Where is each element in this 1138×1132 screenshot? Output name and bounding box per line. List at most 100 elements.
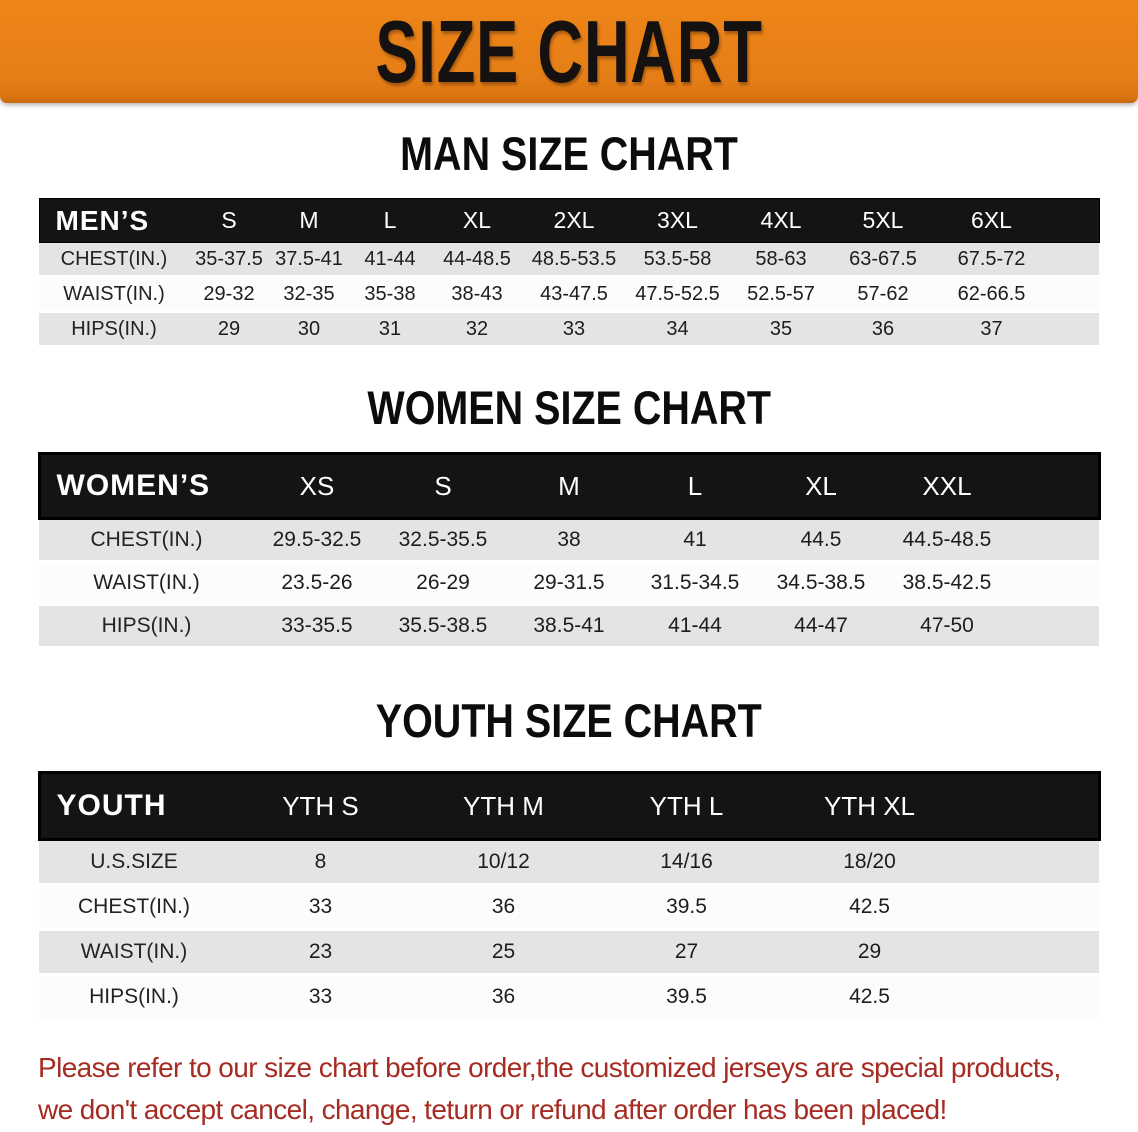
- header-filler: [961, 772, 1099, 840]
- size-column-header: S: [380, 453, 506, 519]
- size-value: 26-29: [380, 561, 506, 607]
- size-value: 23: [229, 929, 412, 977]
- table-corner-label: YOUTH: [39, 772, 229, 840]
- size-value: 31.5-34.5: [632, 561, 758, 607]
- size-value: 44-48.5: [431, 242, 523, 279]
- table-header-row: MEN’S S M L XL 2XL 3XL 4XL 5XL 6XL: [39, 198, 1099, 243]
- row-filler: [1010, 518, 1099, 564]
- size-value: 25: [412, 929, 595, 977]
- size-value: 38: [506, 518, 632, 564]
- banner-title: SIZE CHART: [375, 1, 763, 101]
- row-label: WAIST(IN.): [39, 276, 189, 314]
- size-column-header: XL: [758, 453, 884, 519]
- size-column-header: XS: [254, 453, 380, 519]
- size-value: 41: [632, 518, 758, 564]
- size-value: 62-66.5: [934, 276, 1049, 314]
- header-filler: [1010, 453, 1099, 519]
- row-filler: [1010, 561, 1099, 607]
- size-value: 41-44: [632, 604, 758, 650]
- size-value: 39.5: [595, 884, 778, 932]
- size-value: 34: [625, 311, 730, 349]
- row-filler: [1049, 311, 1099, 349]
- size-value: 34.5-38.5: [758, 561, 884, 607]
- size-value: 37.5-41: [269, 242, 349, 279]
- table-row: CHEST(IN.) 29.5-32.5 32.5-35.5 38 41 44.5 44.5…: [39, 518, 1099, 564]
- size-value: 10/12: [412, 839, 595, 887]
- row-filler: [961, 974, 1099, 1022]
- size-value: 32: [431, 311, 523, 349]
- size-value: 33: [229, 974, 412, 1022]
- table-row: WAIST(IN.) 29-32 32-35 35-38 38-43 43-47.5 47.…: [39, 276, 1099, 314]
- size-value: 33-35.5: [254, 604, 380, 650]
- size-value: 23.5-26: [254, 561, 380, 607]
- table-header-row: WOMEN’S XS S M L XL XXL: [39, 453, 1099, 519]
- row-label: CHEST(IN.): [39, 242, 189, 279]
- size-column-header: YTH M: [412, 772, 595, 840]
- size-value: 42.5: [778, 974, 961, 1022]
- table-corner-label: WOMEN’S: [39, 453, 254, 519]
- size-value: 36: [412, 974, 595, 1022]
- man-size-table: MEN’S S M L XL 2XL 3XL 4XL 5XL 6XL CHEST(IN.) 35-3…: [39, 198, 1100, 349]
- size-value: 52.5-57: [730, 276, 832, 314]
- row-filler: [1049, 242, 1099, 279]
- size-value: 47.5-52.5: [625, 276, 730, 314]
- size-column-header: XXL: [884, 453, 1010, 519]
- size-value: 38.5-41: [506, 604, 632, 650]
- order-disclaimer-note: Please refer to our size chart before or…: [38, 1047, 1138, 1130]
- size-value: 44-47: [758, 604, 884, 650]
- row-filler: [961, 929, 1099, 977]
- size-column-header: L: [632, 453, 758, 519]
- disclaimer-line-2: we don't accept cancel, change, teturn o…: [38, 1093, 947, 1125]
- size-column-header: S: [189, 198, 269, 243]
- table-row: CHEST(IN.) 35-37.5 37.5-41 41-44 44-48.5 48.5…: [39, 242, 1099, 279]
- size-value: 39.5: [595, 974, 778, 1022]
- table-corner-label: MEN’S: [39, 198, 189, 243]
- table-row: HIPS(IN.) 33 36 39.5 42.5: [39, 974, 1099, 1022]
- row-filler: [1049, 276, 1099, 314]
- row-label: HIPS(IN.): [39, 974, 229, 1022]
- size-value: 36: [412, 884, 595, 932]
- size-value: 31: [349, 311, 431, 349]
- size-value: 42.5: [778, 884, 961, 932]
- size-column-header: M: [269, 198, 349, 243]
- size-value: 58-63: [730, 242, 832, 279]
- size-column-header: XL: [431, 198, 523, 243]
- size-value: 35: [730, 311, 832, 349]
- size-value: 43-47.5: [523, 276, 625, 314]
- row-filler: [961, 884, 1099, 932]
- youth-size-table: YOUTH YTH S YTH M YTH L YTH XL U.S.SIZE 8 10/1…: [38, 771, 1101, 1022]
- size-value: 67.5-72: [934, 242, 1049, 279]
- size-value: 57-62: [832, 276, 934, 314]
- size-value: 14/16: [595, 839, 778, 887]
- size-value: 32-35: [269, 276, 349, 314]
- size-value: 53.5-58: [625, 242, 730, 279]
- size-value: 33: [229, 884, 412, 932]
- size-value: 27: [595, 929, 778, 977]
- size-column-header: 2XL: [523, 198, 625, 243]
- size-value: 29-32: [189, 276, 269, 314]
- size-value: 29: [189, 311, 269, 349]
- size-value: 37: [934, 311, 1049, 349]
- disclaimer-line-1: Please refer to our size chart before or…: [38, 1052, 1061, 1084]
- size-value: 47-50: [884, 604, 1010, 650]
- women-size-table: WOMEN’S XS S M L XL XXL CHEST(IN.) 29.5-32.5 32.…: [38, 452, 1101, 650]
- row-label: CHEST(IN.): [39, 884, 229, 932]
- size-column-header: 6XL: [934, 198, 1049, 243]
- table-row: CHEST(IN.) 33 36 39.5 42.5: [39, 884, 1099, 932]
- row-label: U.S.SIZE: [39, 839, 229, 887]
- row-label: HIPS(IN.): [39, 311, 189, 349]
- women-size-chart-title: WOMEN SIZE CHART: [367, 381, 771, 435]
- row-filler: [961, 839, 1099, 887]
- size-value: 38.5-42.5: [884, 561, 1010, 607]
- row-filler: [1010, 604, 1099, 650]
- size-value: 35.5-38.5: [380, 604, 506, 650]
- size-value: 35-38: [349, 276, 431, 314]
- size-column-header: YTH L: [595, 772, 778, 840]
- size-column-header: YTH XL: [778, 772, 961, 840]
- size-chart-banner: SIZE CHART: [0, 0, 1138, 103]
- row-label: HIPS(IN.): [39, 604, 254, 650]
- size-value: 41-44: [349, 242, 431, 279]
- row-label: CHEST(IN.): [39, 518, 254, 564]
- size-value: 29: [778, 929, 961, 977]
- size-value: 8: [229, 839, 412, 887]
